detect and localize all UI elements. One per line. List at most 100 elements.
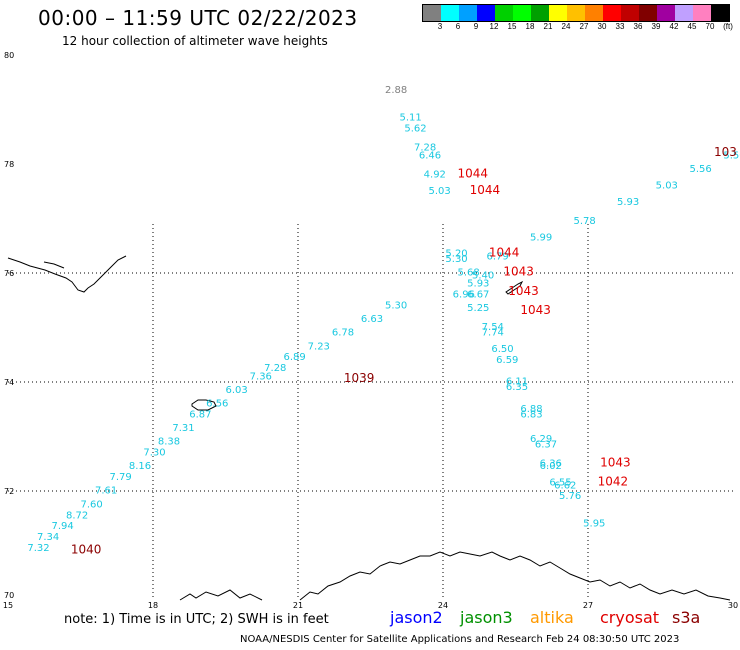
land-coast-south [179,551,731,601]
legend-jason2: jason2 [390,608,443,627]
color-swatch [477,5,495,21]
swh-value-s3a: 5.30 [445,254,467,265]
color-scale-tick: 33 [615,22,625,31]
y-tick-label: 74 [4,378,14,387]
swh-value-cryosat: 7.60 [81,499,103,510]
swh-color-scale-ticks: 3 6 9 12 15 18 21 24 27 30 33 36 39 42 45 70 (ft) [422,22,733,34]
color-swatch [423,5,441,21]
color-swatch [711,5,729,21]
time-label: 1039 [344,371,375,385]
color-swatch [693,5,711,21]
color-scale-tick: 39 [651,22,661,31]
y-tick-label: 72 [4,487,14,496]
color-scale-tick: 45 [687,22,697,31]
swh-value-cryosat: 5.30 [385,300,407,311]
legend-cryosat: cryosat [600,608,660,627]
time-label: 1044 [458,167,489,181]
x-tick-label: 18 [148,601,158,610]
island-bear [191,399,217,411]
color-swatch [495,5,513,21]
swh-value-cryosat: 6.63 [361,314,383,325]
swh-value-cryosat: 6.78 [332,328,354,339]
swh-value-cryosat: 7.30 [143,448,165,459]
time-label: 1043 [508,284,539,298]
color-scale-tick: 9 [473,22,479,31]
swh-value-cryosat: 6.03 [226,385,248,396]
x-tick-label: 30 [728,601,738,610]
swh-value-s3a: 5.40 [472,270,494,281]
swh-value-cryosat: 5.93 [617,197,639,208]
x-tick-label: 21 [293,601,303,610]
x-tick-label: 15 [3,601,13,610]
swh-value-cryosat: 7.94 [52,521,74,532]
swh-value-s3a: 7.28 [414,142,436,153]
swh-value-s3a: 6.35 [506,382,528,393]
color-scale-tick: 27 [579,22,589,31]
swh-value-cryosat: 5.03 [656,181,678,192]
y-tick-label: 76 [4,269,14,278]
swh-value-s3a: 5.95 [583,518,605,529]
island-hope [505,280,524,295]
swh-value-cryosat: 7.36 [250,371,272,382]
color-swatch [513,5,531,21]
swh-value-s3a: 6.11 [506,377,528,388]
y-tick-label: 78 [4,160,14,169]
color-swatch [549,5,567,21]
time-label: 103 [714,145,737,159]
swh-value-cryosat: 8.16 [129,461,151,472]
color-swatch [603,5,621,21]
swh-value-s3a: 5.03 [429,186,451,197]
swh-value-s3a: 6.88 [520,404,542,415]
swh-value-s3a: 5.76 [559,491,581,502]
note-text: note: 1) Time is in UTC; 2) SWH is in fe… [64,612,329,627]
legend-jason3: jason3 [460,608,513,627]
swh-value-s3a: 4.92 [424,170,446,181]
swh-value-s3a: 6.83 [520,409,542,420]
time-label: 1044 [470,183,501,197]
swh-value-cryosat: 7.61 [95,486,117,497]
swh-color-scale [422,4,730,22]
color-swatch [585,5,603,21]
swh-value-s3a: 6.62 [554,480,576,491]
swh-value-s3a: 6.37 [535,439,557,450]
swh-value-cryosat: 5.56 [690,164,712,175]
swh-value-cryosat: 7.23 [308,341,330,352]
time-label: 1043 [520,303,551,317]
time-label: 1043 [600,455,631,469]
swh-value-s3a: 6.59 [496,355,518,366]
swh-value-cryosat: 6.87 [189,409,211,420]
color-scale-tick: 12 [489,22,499,31]
swh-value-s3a: 6.67 [467,290,489,301]
time-labels: 1045104410441044104310431043104310421031… [71,145,737,557]
color-swatch [441,5,459,21]
color-swatch [567,5,585,21]
color-scale-tick: 24 [561,22,571,31]
color-scale-tick: 36 [633,22,643,31]
x-tick-label: 24 [438,601,448,610]
swh-value-s3a: 5.93 [467,279,489,290]
swh-value-s3a: 7.54 [482,322,504,333]
swh-value-s3a: 5.20 [445,249,467,260]
swh-value-s3a: 5.62 [404,123,426,134]
color-swatch [621,5,639,21]
swh-value-s3a: 6.50 [491,344,513,355]
swh-value-s3a: 6.96 [453,290,475,301]
swh-value-cryosat: 7.32 [27,543,49,554]
color-scale-tick: 21 [543,22,553,31]
swh-value-altika: 2.88 [385,85,407,96]
x-tick-label: 27 [583,601,593,610]
color-swatch [657,5,675,21]
swh-value-cryosat: 7.79 [110,472,132,483]
swh-value-cryosat: 6.89 [284,352,306,363]
y-tick-label: 80 [4,51,14,60]
chart-subtitle: 12 hour collection of altimeter wave hei… [62,34,328,48]
color-scale-tick: 70 [705,22,715,31]
swh-value-cryosat: 5.50 [723,151,740,162]
y-tick-label: 70 [4,591,14,600]
color-scale-tick: 15 [507,22,517,31]
time-label: 1043 [503,265,534,279]
color-scale-tick: 6 [455,22,461,31]
color-scale-tick: 18 [525,22,535,31]
swh-value-s3a: 6.55 [549,478,571,489]
color-scale-tick: 42 [669,22,679,31]
